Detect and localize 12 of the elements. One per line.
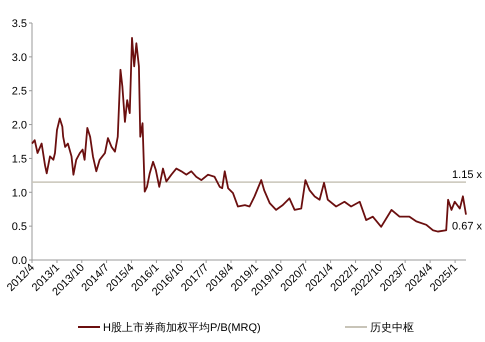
y-tick-label: 3.0 xyxy=(12,52,27,64)
y-tick-label: 0.0 xyxy=(12,255,27,267)
y-tick-label: 2.5 xyxy=(12,86,27,98)
y-tick-label: 1.5 xyxy=(12,153,27,166)
y-tick-label: 0.5 xyxy=(12,221,27,234)
y-tick-label: 2.0 xyxy=(12,120,27,132)
legend-label: H股上市券商加权平均P/B(MRQ) xyxy=(103,321,261,334)
y-tick-label: 3.5 xyxy=(12,18,27,30)
annotation: 0.67 x xyxy=(452,220,482,233)
annotation: 1.15 x xyxy=(452,169,482,182)
y-tick-label: 1.0 xyxy=(12,187,27,200)
legend-label: 历史中枢 xyxy=(370,321,414,334)
